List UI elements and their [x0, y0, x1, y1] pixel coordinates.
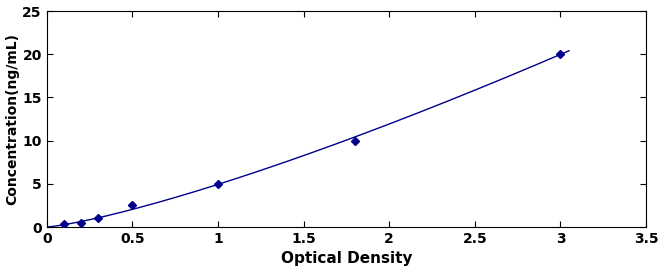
X-axis label: Optical Density: Optical Density: [281, 251, 412, 267]
Y-axis label: Concentration(ng/mL): Concentration(ng/mL): [5, 33, 19, 205]
